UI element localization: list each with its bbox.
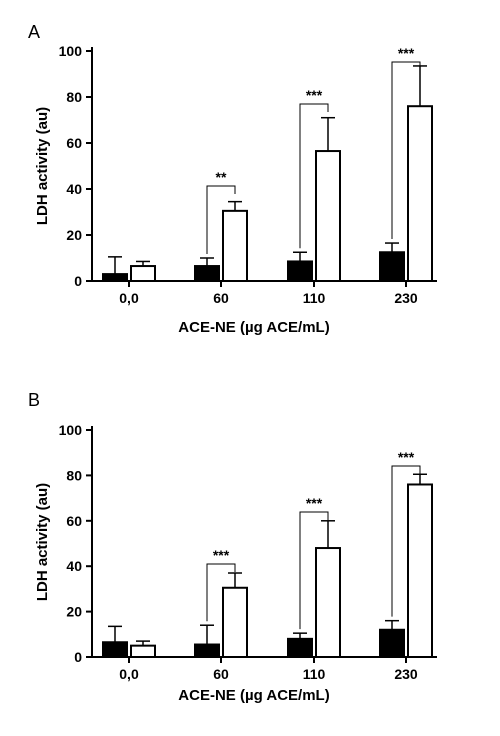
x-axis-title: ACE-NE (µg ACE/mL) — [178, 687, 329, 704]
bar — [315, 547, 341, 658]
x-axis-title: ACE-NE (µg ACE/mL) — [178, 319, 329, 336]
y-tick-label: 60 — [66, 513, 82, 529]
bar — [222, 209, 248, 283]
bar — [287, 260, 313, 283]
bar — [407, 105, 433, 282]
bar — [222, 586, 248, 658]
chart-a-svg: A LDH activity (au) ACE-NE (µg ACE/mL) 0… — [28, 22, 437, 336]
y-tick-label: 40 — [66, 558, 82, 574]
y-tick-label: 100 — [59, 422, 83, 438]
significance-bracket — [299, 103, 329, 249]
y-axis-title: LDH activity (au) — [34, 483, 51, 601]
bar — [130, 644, 156, 658]
significance-label: *** — [398, 449, 415, 465]
bar — [102, 273, 128, 283]
y-tick-label: 100 — [59, 43, 83, 59]
bar — [379, 251, 405, 282]
chart-b-marks: 0 20 40 60 80 100 0,0 60 110 230 *** *** *** — [59, 422, 437, 682]
panel-label: B — [28, 390, 40, 410]
y-axis-title: LDH activity (au) — [34, 107, 51, 225]
significance-bracket — [206, 563, 236, 622]
y-tick-label: 0 — [74, 649, 82, 665]
y-tick-label: 80 — [66, 89, 82, 105]
x-tick-label: 60 — [213, 666, 229, 682]
significance-label: *** — [306, 495, 323, 511]
bar — [194, 265, 220, 282]
x-tick-label: 0,0 — [119, 290, 139, 306]
significance-label: *** — [306, 87, 323, 103]
significance-bracket — [391, 61, 421, 240]
panel-label: A — [28, 22, 40, 42]
y-tick-label: 60 — [66, 135, 82, 151]
bar — [102, 641, 128, 658]
significance-bracket — [299, 511, 329, 630]
bar — [315, 150, 341, 282]
bar — [407, 483, 433, 659]
significance-label: *** — [398, 45, 415, 61]
chart-panel-a: A LDH activity (au) ACE-NE (µg ACE/mL) 0… — [28, 22, 437, 336]
significance-label: ** — [216, 169, 227, 185]
bar — [379, 628, 405, 659]
y-tick-label: 20 — [66, 227, 82, 243]
x-tick-label: 230 — [394, 290, 418, 306]
bar — [130, 265, 156, 282]
bar — [194, 643, 220, 659]
x-tick-label: 230 — [394, 666, 418, 682]
y-tick-label: 80 — [66, 467, 82, 483]
x-tick-label: 110 — [303, 290, 326, 306]
y-tick-label: 0 — [74, 273, 82, 289]
chart-panel-b: B LDH activity (au) ACE-NE (µg ACE/mL) 0… — [0, 368, 500, 736]
x-tick-label: 60 — [213, 290, 229, 306]
significance-bracket — [391, 465, 421, 617]
y-tick-label: 20 — [66, 604, 82, 620]
significance-bracket — [206, 185, 236, 254]
y-tick-label: 40 — [66, 181, 82, 197]
significance-label: *** — [213, 547, 230, 563]
x-tick-label: 0,0 — [119, 666, 139, 682]
x-tick-label: 110 — [303, 666, 326, 682]
bar — [287, 637, 313, 658]
chart-b-svg: B LDH activity (au) ACE-NE (µg ACE/mL) 0… — [28, 390, 437, 704]
